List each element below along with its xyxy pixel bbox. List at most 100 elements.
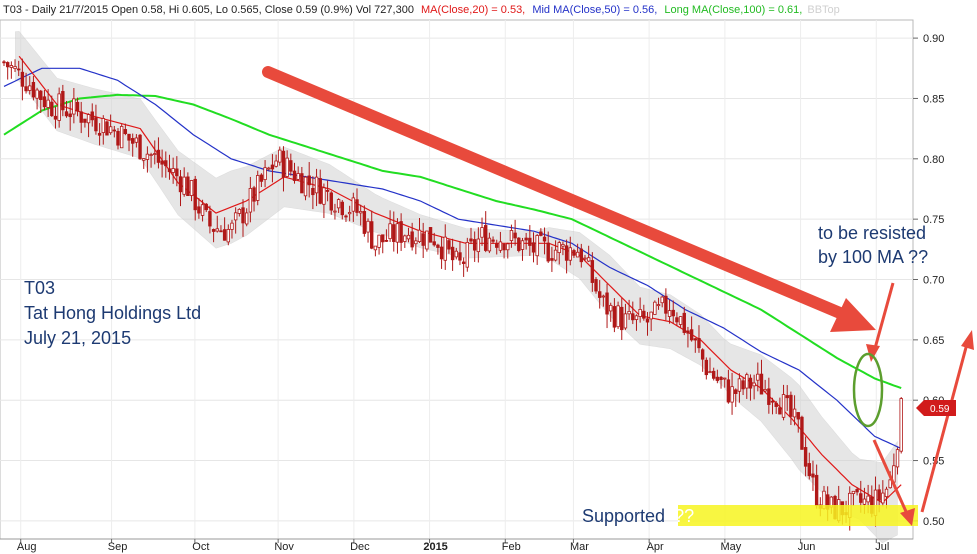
candle-body (506, 243, 510, 251)
candle-body (101, 118, 105, 133)
candle-body (381, 234, 385, 243)
candle-body (366, 220, 370, 233)
y-axis: 0.500.550.600.650.700.750.800.850.90 (913, 33, 944, 528)
rebound-arrow (920, 330, 974, 513)
candle-body (83, 118, 87, 123)
candle-body (292, 170, 297, 181)
candle-body (726, 379, 731, 403)
candle-body (333, 210, 337, 213)
last-price-tag: 0.59 (916, 400, 956, 416)
candle-body (612, 306, 617, 328)
candle-body (61, 91, 65, 111)
candle-body (370, 221, 374, 249)
candle-body (388, 223, 392, 240)
resistance-pointer-head (866, 344, 880, 362)
candle-body (561, 244, 565, 247)
candle-body (877, 489, 881, 501)
candle-body (215, 228, 219, 232)
candle-body (351, 197, 356, 212)
candle-body (579, 248, 584, 263)
candle-body (384, 239, 389, 242)
candle-body (796, 412, 800, 420)
candle-body (355, 199, 359, 213)
candle-body (597, 291, 602, 298)
candle-body (539, 231, 543, 236)
candle-body (803, 447, 808, 467)
candle-body (267, 167, 271, 170)
candle-body (17, 68, 21, 71)
candle-body (119, 126, 124, 149)
candle-body (410, 231, 414, 248)
candle-body (164, 160, 168, 167)
candle-body (719, 376, 723, 380)
candle-body (5, 62, 10, 68)
candle-body (553, 249, 558, 261)
candle-body (325, 190, 330, 192)
rebound-arrow-shaft (920, 339, 970, 513)
candle-body (778, 407, 782, 415)
x-tick-label: Jul (875, 541, 889, 553)
candle-body (318, 178, 322, 204)
candle-body (347, 212, 352, 215)
candle-body (575, 251, 580, 258)
candle-body (13, 66, 17, 69)
candle-body (314, 176, 319, 194)
header-prefix: T03 - Daily 21/7/2015 Open 0.58, Hi 0.60… (3, 4, 414, 16)
candle-body (528, 237, 532, 246)
candle-body (649, 311, 653, 320)
candle-body (770, 400, 775, 403)
candle-body (509, 230, 514, 241)
candle-body (289, 160, 293, 172)
candle-body (303, 176, 308, 197)
candle-body (156, 149, 161, 163)
candle-body (145, 153, 150, 160)
candle-body (399, 221, 403, 243)
header-ma50: Mid MA(Close,50) = 0.56, (532, 4, 657, 16)
price-tag-text: 0.59 (930, 404, 950, 415)
candle-body (572, 250, 576, 256)
candle-body (241, 207, 245, 224)
candle-body (105, 121, 109, 136)
candle-body (495, 243, 499, 248)
annotation-support-marks: ?? (674, 506, 694, 526)
candle-body (638, 309, 642, 317)
candle-body (517, 237, 521, 251)
candle-body (814, 474, 819, 506)
resistance-pointer-shaft (872, 282, 895, 353)
candle-body (182, 176, 186, 195)
candle-body (358, 211, 363, 214)
candle-body (737, 378, 742, 392)
candle-body (656, 304, 661, 307)
candle-body (645, 318, 650, 323)
header-ma100: Long MA(Close,100) = 0.61, (664, 4, 802, 16)
annotation-date: July 21, 2015 (24, 328, 131, 348)
candle-body (167, 168, 172, 173)
candle-body (568, 247, 572, 261)
candle-body (248, 188, 253, 213)
candle-body (421, 233, 425, 246)
candle-body (46, 99, 50, 108)
x-tick-label: Oct (192, 541, 209, 553)
candle-body (72, 98, 76, 115)
candle-body (881, 492, 885, 504)
candle-body (414, 240, 418, 245)
candle-body (502, 243, 506, 251)
y-tick-label: 0.55 (923, 456, 944, 468)
candle-body (513, 232, 517, 239)
resistance-ellipse (852, 352, 884, 428)
candle-body (403, 235, 407, 242)
candle-body (491, 239, 495, 242)
candle-body (785, 395, 789, 399)
candle-body (620, 306, 624, 331)
candle-body (112, 129, 117, 132)
candle-body (439, 246, 444, 260)
x-tick-label: Aug (17, 541, 37, 553)
candle-body (2, 61, 6, 64)
candle-body (307, 175, 311, 186)
candle-body (594, 279, 598, 292)
x-tick-label: May (720, 541, 741, 553)
candle-body (469, 238, 473, 242)
x-tick-label: Mar (570, 541, 589, 553)
candle-body (28, 85, 32, 91)
